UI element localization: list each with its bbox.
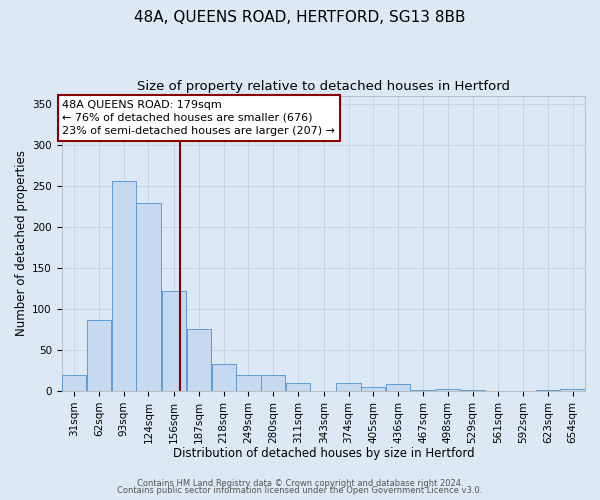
Bar bbox=[212, 364, 236, 391]
Bar bbox=[361, 387, 385, 391]
Bar bbox=[187, 328, 211, 391]
Bar bbox=[261, 374, 286, 391]
Text: 48A, QUEENS ROAD, HERTFORD, SG13 8BB: 48A, QUEENS ROAD, HERTFORD, SG13 8BB bbox=[134, 10, 466, 25]
Bar bbox=[460, 390, 485, 391]
Bar bbox=[86, 320, 111, 391]
Bar bbox=[136, 203, 161, 391]
Y-axis label: Number of detached properties: Number of detached properties bbox=[15, 150, 28, 336]
Bar bbox=[162, 291, 186, 391]
Text: Contains public sector information licensed under the Open Government Licence v3: Contains public sector information licen… bbox=[118, 486, 482, 495]
Bar bbox=[560, 390, 585, 391]
Bar bbox=[62, 374, 86, 391]
Bar bbox=[112, 181, 136, 391]
Text: Contains HM Land Registry data © Crown copyright and database right 2024.: Contains HM Land Registry data © Crown c… bbox=[137, 478, 463, 488]
Bar bbox=[411, 390, 435, 391]
Text: 48A QUEENS ROAD: 179sqm
← 76% of detached houses are smaller (676)
23% of semi-d: 48A QUEENS ROAD: 179sqm ← 76% of detache… bbox=[62, 100, 335, 136]
Bar bbox=[436, 388, 460, 391]
X-axis label: Distribution of detached houses by size in Hertford: Distribution of detached houses by size … bbox=[173, 447, 474, 460]
Bar bbox=[286, 383, 310, 391]
Bar bbox=[236, 374, 260, 391]
Title: Size of property relative to detached houses in Hertford: Size of property relative to detached ho… bbox=[137, 80, 510, 93]
Bar bbox=[386, 384, 410, 391]
Bar bbox=[536, 390, 560, 391]
Bar bbox=[337, 383, 361, 391]
